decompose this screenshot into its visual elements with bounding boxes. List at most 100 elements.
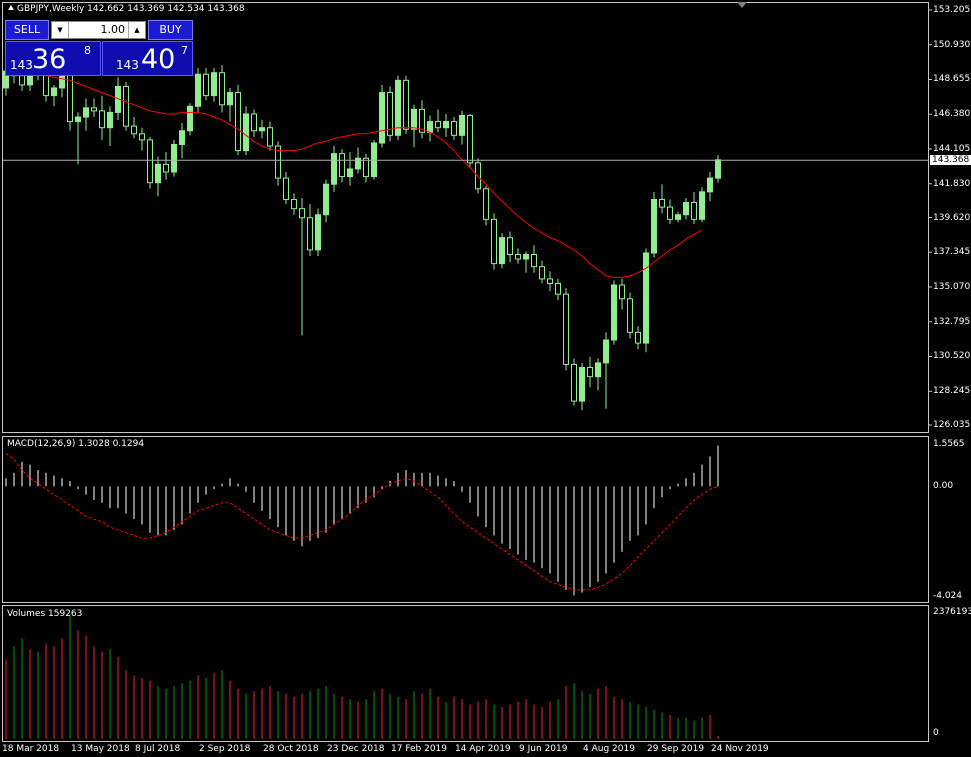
candle-body (275, 145, 281, 179)
macd-tick-label: 1.5565 (933, 439, 965, 449)
candle-body (691, 202, 697, 220)
time-axis[interactable]: 18 Mar 2018 13 May 2018 8 Jul 2018 2 Sep 20… (0, 743, 971, 757)
candle-body (579, 366, 585, 402)
candle-body (675, 214, 681, 220)
candle-body (555, 282, 561, 295)
candle-body (451, 121, 457, 136)
macd-tick-label: -4.024 (933, 591, 963, 601)
date-tick-label: 2 Sep 2018 (199, 744, 251, 754)
candle-body (627, 298, 633, 333)
date-tick-label: 13 May 2018 (71, 744, 130, 754)
volumes-indicator-label: Volumes 159263 (7, 609, 83, 619)
price-tick-label: 132.795 (933, 316, 971, 327)
macd-tick-label: 0.00 (933, 481, 954, 492)
candle-body (507, 237, 513, 255)
candle-body (411, 108, 417, 130)
candle-body (683, 202, 689, 216)
lot-size-input[interactable]: 1.00 (100, 23, 126, 36)
sell-price-pipette: 8 (84, 44, 91, 57)
price-tick-label: 135.070 (933, 281, 971, 292)
sell-price-button[interactable]: 143 36 8 (5, 41, 101, 76)
macd-pane[interactable] (2, 436, 929, 603)
lot-decrease-icon[interactable]: ▼ (52, 22, 69, 38)
candle-body (323, 183, 329, 216)
buy-price-button[interactable]: 143 40 7 (102, 41, 193, 76)
candle-body (187, 105, 193, 132)
candle-body (235, 92, 241, 152)
candle-body (467, 114, 473, 164)
candle-body (243, 113, 249, 152)
candle-body (635, 331, 641, 344)
candle-body (347, 168, 353, 178)
date-tick-label: 23 Dec 2018 (327, 744, 385, 754)
candle-body (571, 363, 577, 402)
price-tick-label: 130.520 (933, 351, 971, 362)
moving-average-line (5, 70, 703, 278)
candle-body (707, 177, 713, 193)
date-tick-label: 28 Oct 2018 (263, 744, 319, 754)
candle-body (563, 293, 569, 365)
candle-body (435, 121, 441, 129)
candle-body (379, 92, 385, 144)
candle-body (531, 253, 537, 268)
price-tick-label: 141.830 (933, 178, 971, 189)
price-tick-label: 150.930 (933, 39, 971, 50)
candle-body (483, 188, 489, 220)
candle-body (307, 217, 313, 251)
date-tick-label: 4 Aug 2019 (583, 744, 635, 754)
date-tick-label: 9 Jun 2019 (519, 744, 568, 754)
candle-body (387, 92, 393, 136)
candle-body (267, 127, 273, 147)
candle-body (203, 73, 209, 97)
sell-price-prefix: 143 (10, 58, 33, 72)
volume-tick-label: 2376193 (933, 607, 971, 617)
candle-body (499, 237, 505, 265)
macd-signal-line (5, 453, 719, 591)
volume-tick-label: 0 (933, 728, 939, 738)
chart-title: GBPJPY,Weekly 142.662 143.369 142.534 14… (8, 4, 245, 14)
one-click-trading-panel: SELL ▼ 1.00 ▲ BUY 143 36 8 143 40 7 (5, 20, 193, 76)
price-tick-label: 148.655 (933, 74, 971, 85)
candle-body (331, 153, 337, 185)
candle-body (611, 284, 617, 341)
candle-body (291, 198, 297, 210)
candle-body (603, 339, 609, 364)
candle-body (355, 157, 361, 170)
volumes-pane[interactable] (2, 605, 929, 742)
symbol-info: GBPJPY,Weekly 142.662 143.369 142.534 14… (17, 4, 245, 14)
date-tick-label: 29 Sep 2019 (647, 744, 705, 754)
date-tick-label: 8 Jul 2018 (135, 744, 181, 754)
lot-size-stepper[interactable]: ▼ 1.00 ▲ (51, 21, 146, 39)
candle-body (643, 252, 649, 344)
price-tick-label: 126.035 (933, 420, 971, 430)
date-tick-label: 18 Mar 2018 (2, 744, 60, 754)
price-tick-label: 139.620 (933, 212, 971, 223)
macd-indicator-label: MACD(12,26,9) 1.3028 0.1294 (7, 439, 145, 449)
candle-body (283, 177, 289, 200)
sell-button[interactable]: SELL (5, 20, 49, 40)
chart-shift-marker-icon[interactable] (737, 2, 747, 8)
price-tick-label: 137.345 (933, 247, 971, 258)
collapse-triangle-icon[interactable] (8, 5, 14, 10)
buy-button[interactable]: BUY (148, 20, 193, 40)
candle-body (619, 284, 625, 300)
candle-body (75, 116, 81, 123)
buy-price-pipette: 7 (181, 44, 188, 57)
candle-body (83, 107, 89, 118)
candle-body (19, 75, 25, 86)
candle-body (715, 159, 721, 179)
candle-body (51, 87, 57, 97)
candle-body (227, 92, 233, 106)
price-tick-label: 153.205 (933, 5, 971, 15)
candle-body (107, 111, 113, 129)
date-tick-label: 17 Feb 2019 (391, 744, 448, 754)
candle-body (259, 127, 265, 132)
candle-body (315, 214, 321, 251)
candle-body (443, 121, 449, 129)
candle-body (147, 139, 153, 184)
candle-body (67, 67, 73, 123)
lot-increase-icon[interactable]: ▲ (128, 22, 145, 38)
buy-price-prefix: 143 (116, 58, 139, 72)
candle-body (163, 163, 169, 173)
